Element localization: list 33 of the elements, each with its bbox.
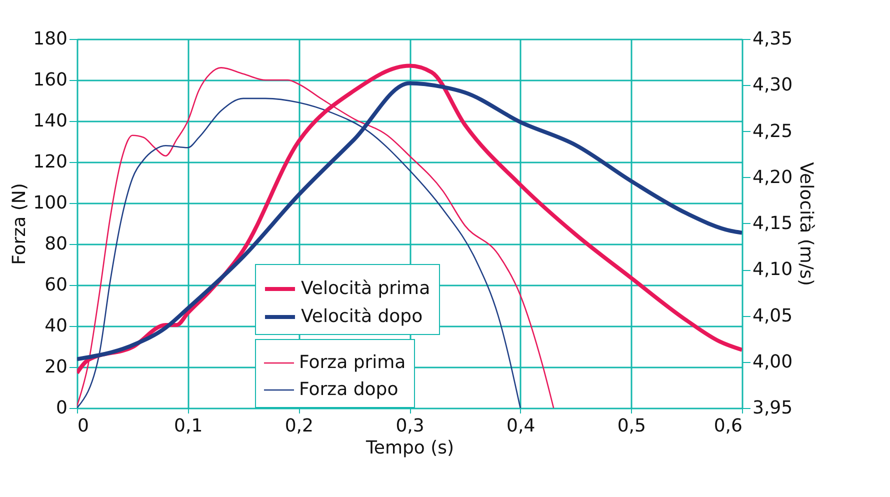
y2-tick-label: 4,30 (752, 74, 793, 96)
y2-axis-title: Velocità (m/s) (796, 162, 817, 286)
legend-label: Velocità prima (301, 278, 430, 299)
y-tick-label: 40 (44, 316, 68, 336)
x-tick-label: 0,5 (617, 416, 646, 436)
y-tick-label: 100 (33, 192, 68, 214)
y2-tick-label: 4,00 (752, 351, 793, 372)
legend-label: Velocità dopo (301, 306, 423, 327)
x-tick-label: 0,6 (714, 416, 742, 436)
y-tick-label: 140 (33, 110, 68, 132)
y2-tick-label: 4,05 (752, 305, 793, 326)
y2-tick-label: 4,20 (752, 166, 793, 188)
x-tick-label: 0,2 (284, 416, 314, 436)
x-tick-label: 0,4 (506, 416, 536, 436)
y2-tick-label: 4,35 (752, 28, 793, 50)
y2-tick-label: 4,15 (752, 213, 793, 234)
x-tick-label: 0,1 (174, 416, 203, 436)
y-tick-label: 0 (56, 398, 68, 418)
legend-label: Forza prima (299, 352, 406, 373)
y-tick-label: 80 (44, 234, 68, 254)
x-tick-label: 0,3 (396, 416, 424, 436)
x-axis-title: Tempo (s) (364, 438, 454, 458)
y2-tick-label: 4,10 (752, 259, 793, 280)
y-tick-label: 120 (33, 152, 68, 172)
y-tick-label: 180 (33, 28, 68, 50)
y-tick-label: 60 (44, 274, 68, 296)
x-tick-label: 0 (78, 416, 89, 436)
y2-tick-label: 4,25 (752, 120, 793, 142)
y2-tick-label: 3,95 (752, 398, 793, 418)
y-tick-label: 20 (44, 356, 68, 378)
legend-label: Forza dopo (299, 379, 398, 400)
y-tick-label: 160 (33, 70, 68, 90)
y-axis-title: Forza (N) (9, 183, 30, 265)
